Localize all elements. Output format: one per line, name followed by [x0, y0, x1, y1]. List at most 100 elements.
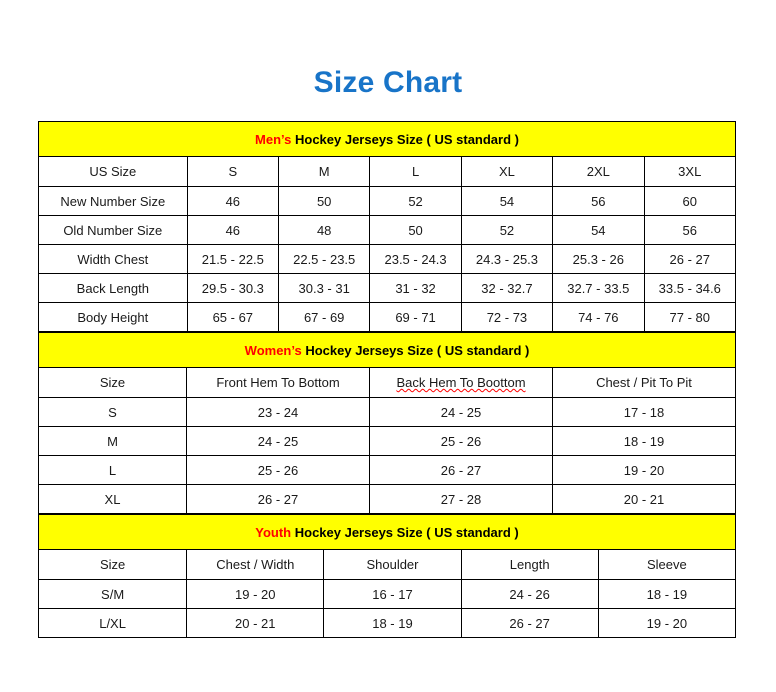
youth-banner-rest: Hockey Jerseys Size ( US standard )	[291, 524, 519, 540]
row-label: L	[38, 455, 187, 485]
row-label: L/XL	[37, 608, 188, 638]
womens-banner-row: Women’s Hockey Jerseys Size ( US standar…	[38, 332, 736, 368]
youth-banner-highlight: Youth	[255, 524, 292, 540]
youth-section-banner: Youth Hockey Jerseys Size ( US standard …	[38, 514, 736, 550]
table-cell: 54	[552, 215, 645, 245]
youth-header-row: Size Chest / Width Shoulder Length Sleev…	[37, 549, 737, 580]
table-row: New Number Size 46 50 52 54 56 60	[38, 186, 736, 216]
table-cell: 20 - 21	[186, 608, 325, 638]
youth-header-cell: Length	[460, 549, 599, 580]
row-label: New Number Size	[38, 186, 188, 216]
mens-banner-highlight: Men’s	[255, 131, 292, 147]
row-label: Width Chest	[38, 244, 188, 274]
mens-header-cell: M	[277, 156, 371, 187]
table-cell: 22.5 - 23.5	[277, 244, 371, 274]
table-cell: 72 - 73	[460, 302, 554, 332]
table-cell: 50	[277, 186, 371, 216]
mens-size-table: Men’s Hockey Jerseys Size ( US standard …	[38, 121, 736, 332]
youth-header-cell: Size	[37, 549, 188, 580]
womens-size-table: Women’s Hockey Jerseys Size ( US standar…	[38, 332, 736, 514]
size-tables-container: Men’s Hockey Jerseys Size ( US standard …	[37, 121, 737, 638]
table-cell: 24 - 25	[369, 397, 553, 427]
row-label: Old Number Size	[38, 215, 188, 245]
table-cell: 65 - 67	[186, 302, 280, 332]
table-cell: 69 - 71	[369, 302, 462, 332]
table-row: S/M 19 - 20 16 - 17 24 - 26 18 - 19	[37, 579, 737, 609]
table-cell: 16 - 17	[323, 579, 462, 609]
table-cell: 48	[277, 215, 371, 245]
youth-banner-row: Youth Hockey Jerseys Size ( US standard …	[38, 514, 736, 550]
table-row: Width Chest 21.5 - 22.5 22.5 - 23.5 23.5…	[38, 244, 736, 274]
table-row: XL 26 - 27 27 - 28 20 - 21	[38, 484, 736, 514]
mens-header-cell: 3XL	[643, 156, 736, 187]
womens-header-cell: Front Hem To Bottom	[186, 367, 370, 398]
mens-header-cell: L	[369, 156, 462, 187]
table-cell: 32 - 32.7	[460, 273, 554, 303]
row-label: XL	[38, 484, 187, 514]
womens-banner-highlight: Women’s	[244, 342, 302, 358]
table-cell: 24 - 25	[186, 426, 370, 456]
table-row: L/XL 20 - 21 18 - 19 26 - 27 19 - 20	[37, 608, 737, 638]
womens-banner-rest: Hockey Jerseys Size ( US standard )	[301, 342, 530, 358]
table-cell: 18 - 19	[597, 579, 737, 609]
misspelled-header-text: Back Hem To Boottom	[396, 375, 526, 390]
mens-banner-rest: Hockey Jerseys Size ( US standard )	[291, 131, 519, 147]
table-cell: 29.5 - 30.3	[186, 273, 280, 303]
table-cell: 60	[643, 186, 736, 216]
table-cell: 50	[369, 215, 462, 245]
mens-header-cell: XL	[460, 156, 554, 187]
table-cell: 46	[186, 215, 280, 245]
row-label: M	[38, 426, 187, 456]
womens-header-row: Size Front Hem To Bottom Back Hem To Boo…	[38, 367, 736, 398]
table-cell: 32.7 - 33.5	[552, 273, 645, 303]
table-cell: 27 - 28	[369, 484, 553, 514]
table-cell: 52	[369, 186, 462, 216]
table-cell: 19 - 20	[552, 455, 736, 485]
table-row: S 23 - 24 24 - 25 17 - 18	[38, 397, 736, 427]
table-cell: 26 - 27	[643, 244, 736, 274]
table-cell: 46	[186, 186, 280, 216]
youth-header-cell: Shoulder	[323, 549, 462, 580]
table-cell: 23 - 24	[186, 397, 370, 427]
table-cell: 24 - 26	[460, 579, 599, 609]
row-label: S/M	[37, 579, 188, 609]
mens-header-cell: 2XL	[552, 156, 645, 187]
mens-header-cell: US Size	[38, 156, 188, 187]
table-row: M 24 - 25 25 - 26 18 - 19	[38, 426, 736, 456]
mens-header-cell: S	[186, 156, 280, 187]
table-cell: 33.5 - 34.6	[643, 273, 736, 303]
mens-banner-row: Men’s Hockey Jerseys Size ( US standard …	[38, 121, 736, 157]
table-cell: 54	[460, 186, 554, 216]
youth-size-table: Youth Hockey Jerseys Size ( US standard …	[37, 514, 737, 638]
table-row: Old Number Size 46 48 50 52 54 56	[38, 215, 736, 245]
table-cell: 25 - 26	[369, 426, 553, 456]
womens-header-cell: Chest / Pit To Pit	[552, 367, 736, 398]
table-cell: 30.3 - 31	[277, 273, 371, 303]
mens-header-row: US Size S M L XL 2XL 3XL	[38, 156, 736, 187]
table-row: Back Length 29.5 - 30.3 30.3 - 31 31 - 3…	[38, 273, 736, 303]
table-cell: 67 - 69	[277, 302, 371, 332]
table-cell: 25 - 26	[186, 455, 370, 485]
row-label: Back Length	[38, 273, 188, 303]
table-cell: 31 - 32	[369, 273, 462, 303]
table-cell: 74 - 76	[552, 302, 645, 332]
row-label: Body Height	[38, 302, 188, 332]
table-cell: 26 - 27	[460, 608, 599, 638]
table-row: Body Height 65 - 67 67 - 69 69 - 71 72 -…	[38, 302, 736, 332]
womens-header-cell: Back Hem To Boottom	[369, 367, 553, 398]
table-cell: 25.3 - 26	[552, 244, 645, 274]
table-cell: 24.3 - 25.3	[460, 244, 554, 274]
mens-section-banner: Men’s Hockey Jerseys Size ( US standard …	[38, 121, 736, 157]
table-cell: 17 - 18	[552, 397, 736, 427]
table-cell: 21.5 - 22.5	[186, 244, 280, 274]
table-cell: 19 - 20	[597, 608, 737, 638]
table-cell: 20 - 21	[552, 484, 736, 514]
youth-header-cell: Chest / Width	[186, 549, 325, 580]
table-cell: 18 - 19	[552, 426, 736, 456]
table-cell: 23.5 - 24.3	[369, 244, 462, 274]
table-cell: 77 - 80	[643, 302, 736, 332]
table-cell: 18 - 19	[323, 608, 462, 638]
womens-section-banner: Women’s Hockey Jerseys Size ( US standar…	[38, 332, 736, 368]
youth-header-cell: Sleeve	[597, 549, 737, 580]
